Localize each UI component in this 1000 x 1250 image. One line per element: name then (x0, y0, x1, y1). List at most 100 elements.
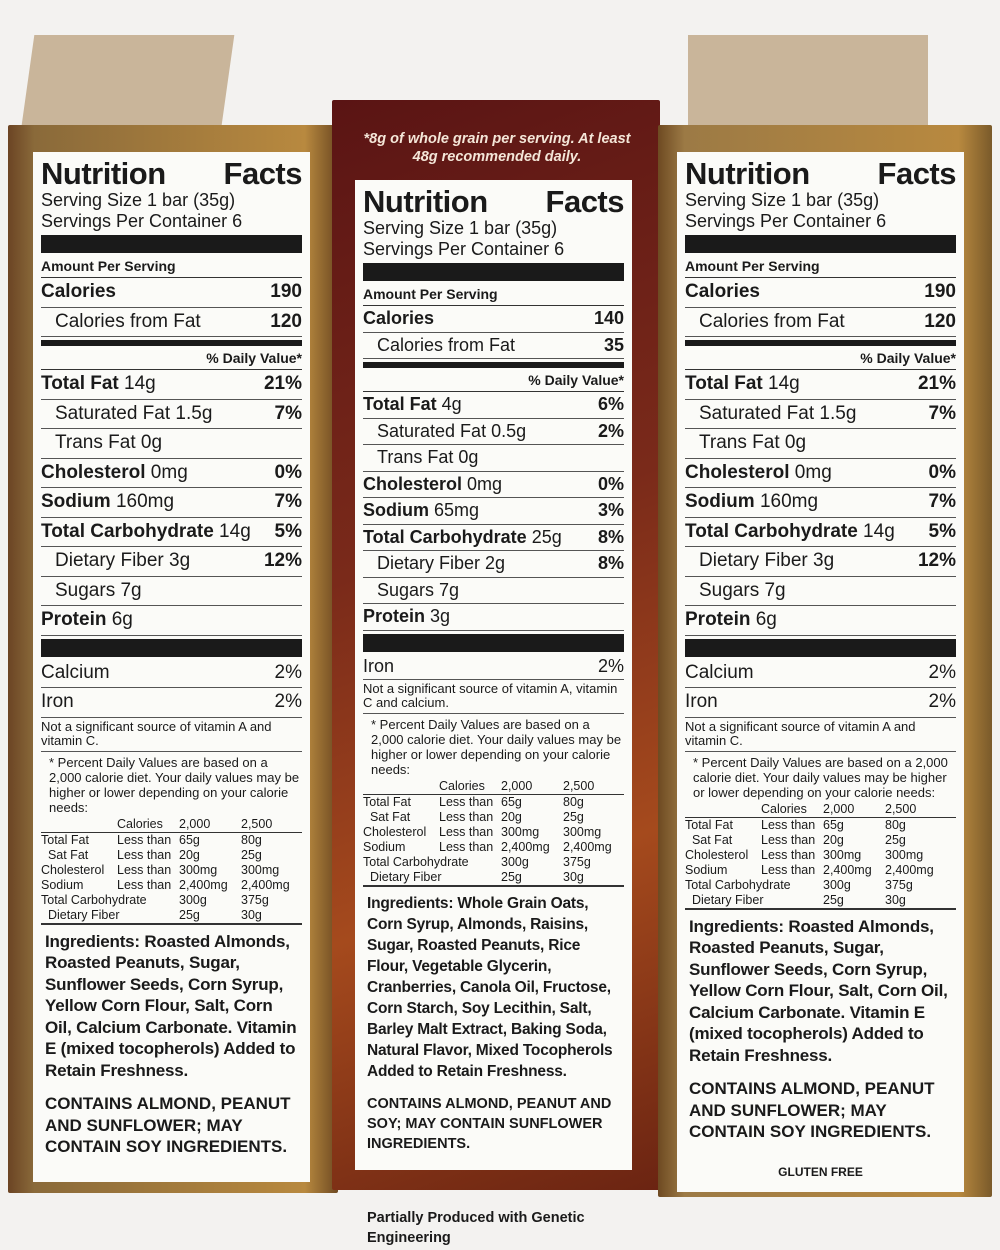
nutrient-name: Calories from Fat (377, 333, 515, 359)
daily-value: 35 (603, 334, 624, 355)
dv-table-cell (439, 870, 501, 885)
daily-value: 7% (274, 402, 302, 424)
nutrient-bold: Cholesterol (685, 461, 790, 483)
nutrient-name: Total Carbohydrate 14g (41, 518, 251, 547)
nutrition-label: Nutrition Facts Serving Size 1 bar (35g) Se… (33, 152, 310, 1182)
nutrient-name: Trans Fat 0g (377, 445, 478, 471)
dv-table-cell: Sodium (41, 877, 84, 892)
box-right: Nutrition Facts Serving Size 1 bar (35g) Se… (658, 35, 992, 1197)
daily-value: 8% (597, 526, 624, 547)
daily-value: 7% (928, 402, 956, 424)
nutrient-bold: Calories (685, 281, 760, 302)
nutrient-bold: Protein (41, 609, 107, 630)
nutrient-name: Cholesterol 0mg (41, 459, 188, 488)
dv-table-cell: 375g (241, 892, 269, 907)
dv-table-row: Cholesterol Less than 300mg 300mg (41, 863, 302, 878)
nutrient-row: Protein 3g (363, 604, 624, 631)
title-word: Facts (877, 156, 957, 191)
vitamin-value: 2% (928, 691, 956, 712)
nutrient-row: Sugars 7g (685, 577, 956, 606)
dv-table-cell (117, 893, 179, 908)
nutrient-amount: Calories from Fat (699, 310, 845, 332)
nutrient-amount: 160mg (110, 491, 175, 512)
divider (685, 235, 956, 253)
dv-table-cell: 2,000 (179, 816, 211, 831)
dv-table-header: Calories 2,000 2,500 (363, 779, 624, 795)
dv-table-row: Cholesterol Less than 300mg 300mg (363, 825, 624, 840)
nutrient-amount: Trans Fat 0g (377, 447, 479, 467)
nutrient-row: Cholesterol 0mg 0% (363, 472, 624, 498)
nutrient-name: Saturated Fat 0.5g (377, 419, 526, 445)
dv-table-cell: Dietary Fiber (685, 892, 764, 907)
dv-table-row: Total Carbohydrate 300g 375g (41, 893, 302, 908)
footnote: * Percent Daily Values are based on a 2,… (371, 717, 622, 777)
daily-value: 8% (597, 553, 624, 573)
dv-table-cell: 25g (885, 832, 906, 847)
nutrient-row: Sodium 160mg 7% (41, 488, 302, 518)
box-left: Nutrition Facts Serving Size 1 bar (35g) Se… (8, 35, 338, 1193)
nutrient-amount: 14g (118, 373, 156, 394)
vitamin-row: Iron 2% (685, 688, 956, 718)
nutrient-row: Sugars 7g (41, 577, 302, 606)
dv-table-row: Dietary Fiber 25g 30g (363, 870, 624, 885)
dv-table-cell: Calories (117, 816, 163, 831)
dv-table-cell: Total Fat (41, 832, 89, 847)
dv-table-cell: 300mg (885, 847, 924, 862)
divider (363, 362, 624, 368)
nutrient-name: Saturated Fat 1.5g (699, 400, 856, 429)
dv-table: Calories 2,000 2,500 Total Fat Less than 65g 8… (363, 779, 624, 887)
dv-table-cell: 30g (563, 870, 584, 884)
vitamin-name: Iron (685, 691, 718, 712)
nutrient-name: Cholesterol 0mg (685, 459, 832, 488)
vitamin-name: Iron (363, 655, 395, 676)
daily-value: 5% (274, 520, 302, 542)
nutrient-amount: Sugars 7g (55, 579, 142, 601)
nutrient-row: Protein 6g (685, 606, 956, 636)
nutrient-name: Sugars 7g (377, 578, 459, 604)
dv-table-cell (117, 908, 179, 923)
nutrient-row: Total Fat 14g 21% (41, 370, 302, 400)
nutrient-amount: 65mg (429, 500, 480, 520)
dv-table-row: Sodium Less than 2,400mg 2,400mg (363, 840, 624, 855)
label-title: Nutrition Facts (41, 156, 303, 191)
vitamin-row: Calcium 2% (685, 659, 956, 688)
dv-table-cell: 25g (823, 892, 844, 907)
dv-table-header: Calories 2,000 2,500 (685, 802, 956, 818)
nutrient-name: Total Fat 14g (685, 370, 800, 399)
nutrient-amount: 14g (857, 520, 895, 542)
vitamin-name: Calcium (41, 661, 110, 683)
divider (41, 235, 302, 253)
dv-table-row: Sodium Less than 2,400mg 2,400mg (41, 878, 302, 893)
nutrient-row: Calories from Fat 35 (363, 333, 624, 359)
nutrient-amount: 14g (213, 520, 251, 542)
daily-value: 3% (597, 500, 624, 520)
divider (41, 638, 302, 657)
dv-table-cell: Less than (117, 847, 172, 862)
nutrient-amount: 25g (526, 526, 562, 547)
dv-table-cell: 300g (179, 892, 207, 907)
daily-value: 120 (924, 310, 956, 332)
dv-table-cell: Less than (439, 795, 494, 809)
title-word: Nutrition (41, 156, 166, 191)
dv-table-cell: Sodium (685, 862, 728, 877)
dv-table-row: Sat Fat Less than 20g 25g (363, 810, 624, 825)
dv-table-cell: Sat Fat (363, 810, 411, 824)
divider (363, 633, 624, 652)
dv-table-cell (761, 893, 823, 908)
nutrient-name: Calories from Fat (55, 308, 201, 337)
dv-table-row: Sat Fat Less than 20g 25g (685, 833, 956, 848)
divider (363, 263, 624, 281)
serving-size: Serving Size 1 bar (35g) (363, 218, 558, 238)
servings-per-container: Servings Per Container 6 (363, 239, 565, 259)
dv-table-row: Total Fat Less than 65g 80g (685, 818, 956, 833)
dv-table-cell: 300g (501, 855, 529, 869)
dv-table: Calories 2,000 2,500 Total Fat Less than 65g 8… (685, 802, 956, 910)
dv-table-cell: 375g (563, 855, 591, 869)
nutrient-row: Cholesterol 0mg 0% (685, 459, 956, 488)
nutrient-name: Protein 3g (363, 604, 450, 630)
nutrient-row: Dietary Fiber 3g 12% (41, 547, 302, 577)
dv-table-cell: 25g (501, 870, 522, 884)
dv-table-cell: Calories (761, 801, 807, 816)
ge-statement: Partially Produced with Genetic Engineer… (367, 1210, 585, 1246)
dv-table-row: Dietary Fiber 25g 30g (41, 908, 302, 923)
